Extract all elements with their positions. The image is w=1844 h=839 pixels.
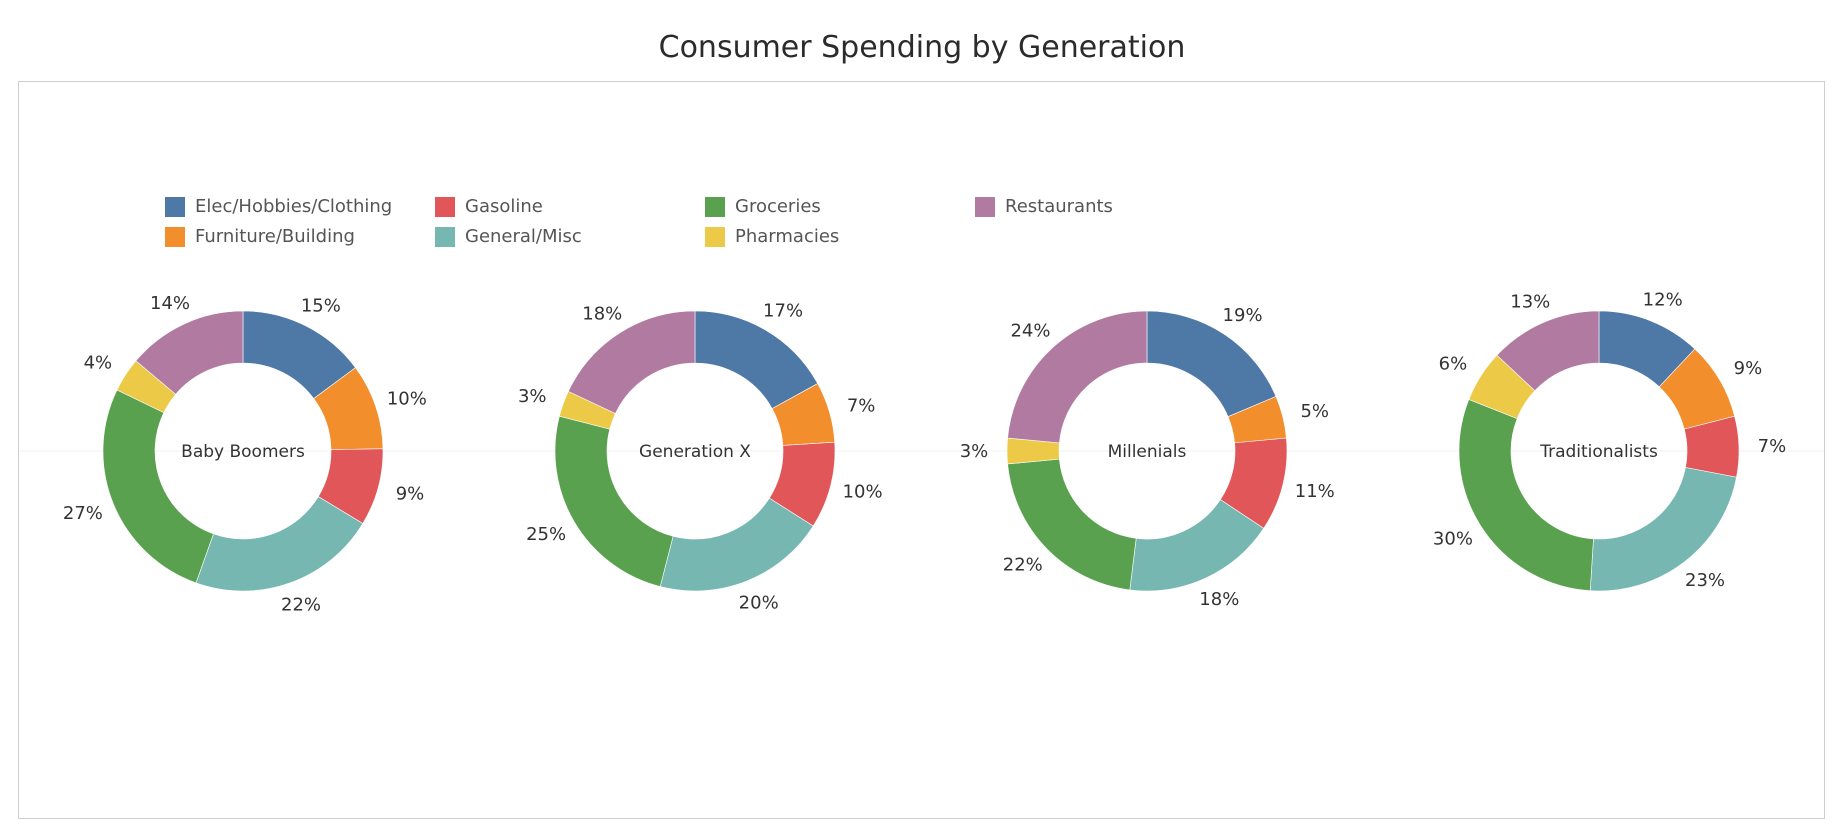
donut-slice	[1458, 399, 1594, 592]
slice-percent-label: 3%	[960, 441, 989, 462]
donut-slice	[102, 389, 214, 584]
legend-item: Elec/Hobbies/Clothing	[165, 196, 392, 217]
donut-center-label: Millenials	[1108, 442, 1187, 462]
slice-percent-label: 10%	[843, 482, 883, 503]
donut-center-label: Baby Boomers	[181, 442, 305, 462]
donut-center-label: Generation X	[639, 442, 751, 462]
slice-percent-label: 30%	[1433, 528, 1473, 549]
slice-percent-label: 9%	[1734, 358, 1763, 379]
legend-swatch	[165, 226, 185, 247]
legend-swatch	[975, 196, 995, 217]
donut-chart: 19% 5% 11% 18% 22% 3% 24% Millenials	[960, 305, 1335, 610]
slice-percent-label: 19%	[1223, 305, 1263, 326]
slice-percent-label: 11%	[1295, 481, 1335, 502]
slice-percent-label: 17%	[763, 301, 803, 322]
slice-percent-label: 13%	[1510, 291, 1550, 312]
slice-percent-label: 22%	[281, 595, 321, 616]
legend-swatch	[165, 196, 185, 217]
chart-title: Consumer Spending by Generation	[658, 30, 1186, 65]
slice-percent-label: 7%	[847, 396, 876, 417]
slice-percent-label: 27%	[63, 503, 103, 524]
slice-percent-label: 9%	[396, 484, 425, 505]
slice-percent-label: 15%	[301, 295, 341, 316]
legend-label: Furniture/Building	[195, 226, 355, 247]
donut-slice	[567, 310, 696, 414]
donut-center-label: Traditionalists	[1539, 442, 1658, 462]
slice-percent-label: 5%	[1300, 401, 1329, 422]
slice-percent-label: 24%	[1010, 321, 1050, 342]
slice-percent-label: 25%	[526, 524, 566, 545]
slice-percent-label: 4%	[84, 352, 113, 373]
slice-percent-label: 6%	[1439, 354, 1468, 375]
legend-item: Restaurants	[975, 196, 1113, 217]
legend-item: Groceries	[705, 196, 821, 217]
slice-percent-label: 18%	[582, 303, 622, 324]
slice-percent-label: 12%	[1643, 289, 1683, 310]
donut-slice	[1146, 310, 1277, 418]
slice-percent-label: 14%	[150, 293, 190, 314]
legend-label: Restaurants	[1005, 196, 1113, 217]
slice-percent-label: 3%	[518, 386, 547, 407]
donut-slice	[195, 496, 364, 592]
slice-percent-label: 20%	[739, 593, 779, 614]
legend-item: Gasoline	[435, 196, 543, 217]
donut-slice	[1496, 310, 1600, 392]
donut-slice	[135, 310, 244, 395]
slice-percent-label: 18%	[1199, 589, 1239, 610]
legend-item: General/Misc	[435, 226, 582, 247]
slice-percent-label: 23%	[1685, 570, 1725, 591]
slice-percent-label: 22%	[1003, 554, 1043, 575]
legend: Elec/Hobbies/Clothing Gasoline Groceries Re…	[165, 196, 1145, 256]
legend-swatch	[705, 196, 725, 217]
legend-label: General/Misc	[465, 226, 582, 247]
donut-slice	[554, 415, 674, 587]
donut-slice	[1007, 310, 1148, 444]
legend-swatch	[435, 226, 455, 247]
donut-chart: 12% 9% 7% 23% 30% 6% 13% Traditionalists	[1433, 289, 1787, 592]
chart-frame	[18, 81, 1825, 819]
donut-chart: 15% 10% 9% 22% 27% 4% 14% Baby Boomers	[63, 293, 427, 615]
slice-percent-label: 7%	[1758, 436, 1787, 457]
donut-chart: 17% 7% 10% 20% 25% 3% 18% Generation X	[518, 301, 883, 614]
legend-swatch	[705, 226, 725, 247]
legend-item: Pharmacies	[705, 226, 839, 247]
legend-label: Groceries	[735, 196, 821, 217]
donut-slice	[659, 497, 814, 592]
legend-item: Furniture/Building	[165, 226, 355, 247]
legend-label: Gasoline	[465, 196, 543, 217]
legend-swatch	[435, 196, 455, 217]
slice-percent-label: 10%	[387, 389, 427, 410]
legend-label: Elec/Hobbies/Clothing	[195, 196, 393, 217]
legend-label: Pharmacies	[735, 226, 840, 247]
